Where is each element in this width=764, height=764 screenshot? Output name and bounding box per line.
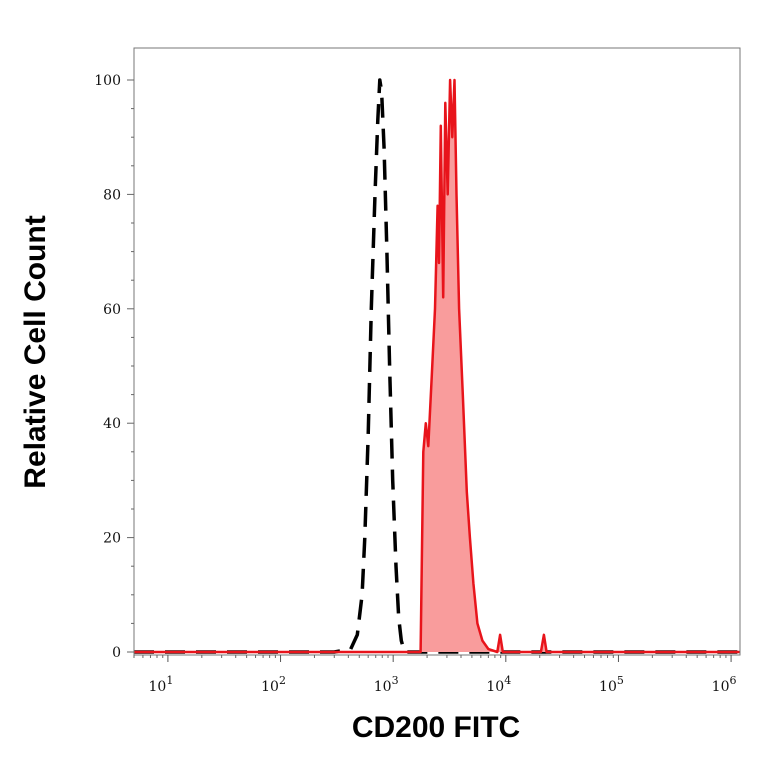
plot-frame	[133, 47, 741, 656]
x-tick-label: 106	[712, 674, 737, 695]
y-tick-label: 80	[103, 187, 121, 203]
x-tick-label: 105	[599, 674, 624, 695]
y-tick-label: 40	[103, 416, 121, 432]
x-axis-ticks: 101 102 103 104 105 106	[133, 655, 737, 695]
series-1-line	[134, 78, 740, 654]
y-tick-label: 20	[103, 531, 121, 547]
x-tick-label: 101	[148, 674, 173, 695]
x-tick-label: 104	[486, 674, 511, 695]
x-tick-label: 103	[374, 674, 399, 695]
y-axis-title: Relative Cell Count	[19, 215, 52, 488]
series-0-line	[134, 78, 740, 654]
x-tick-label: 102	[261, 674, 286, 695]
x-axis-title: CD200 FITC	[352, 711, 520, 744]
series-1-fill	[134, 80, 740, 652]
y-tick-label: 0	[112, 645, 121, 661]
series-layer	[134, 78, 740, 654]
y-tick-label: 100	[94, 73, 121, 89]
y-tick-label: 60	[103, 302, 121, 318]
y-axis-ticks: 0 20 40 60 80 100	[94, 73, 134, 661]
